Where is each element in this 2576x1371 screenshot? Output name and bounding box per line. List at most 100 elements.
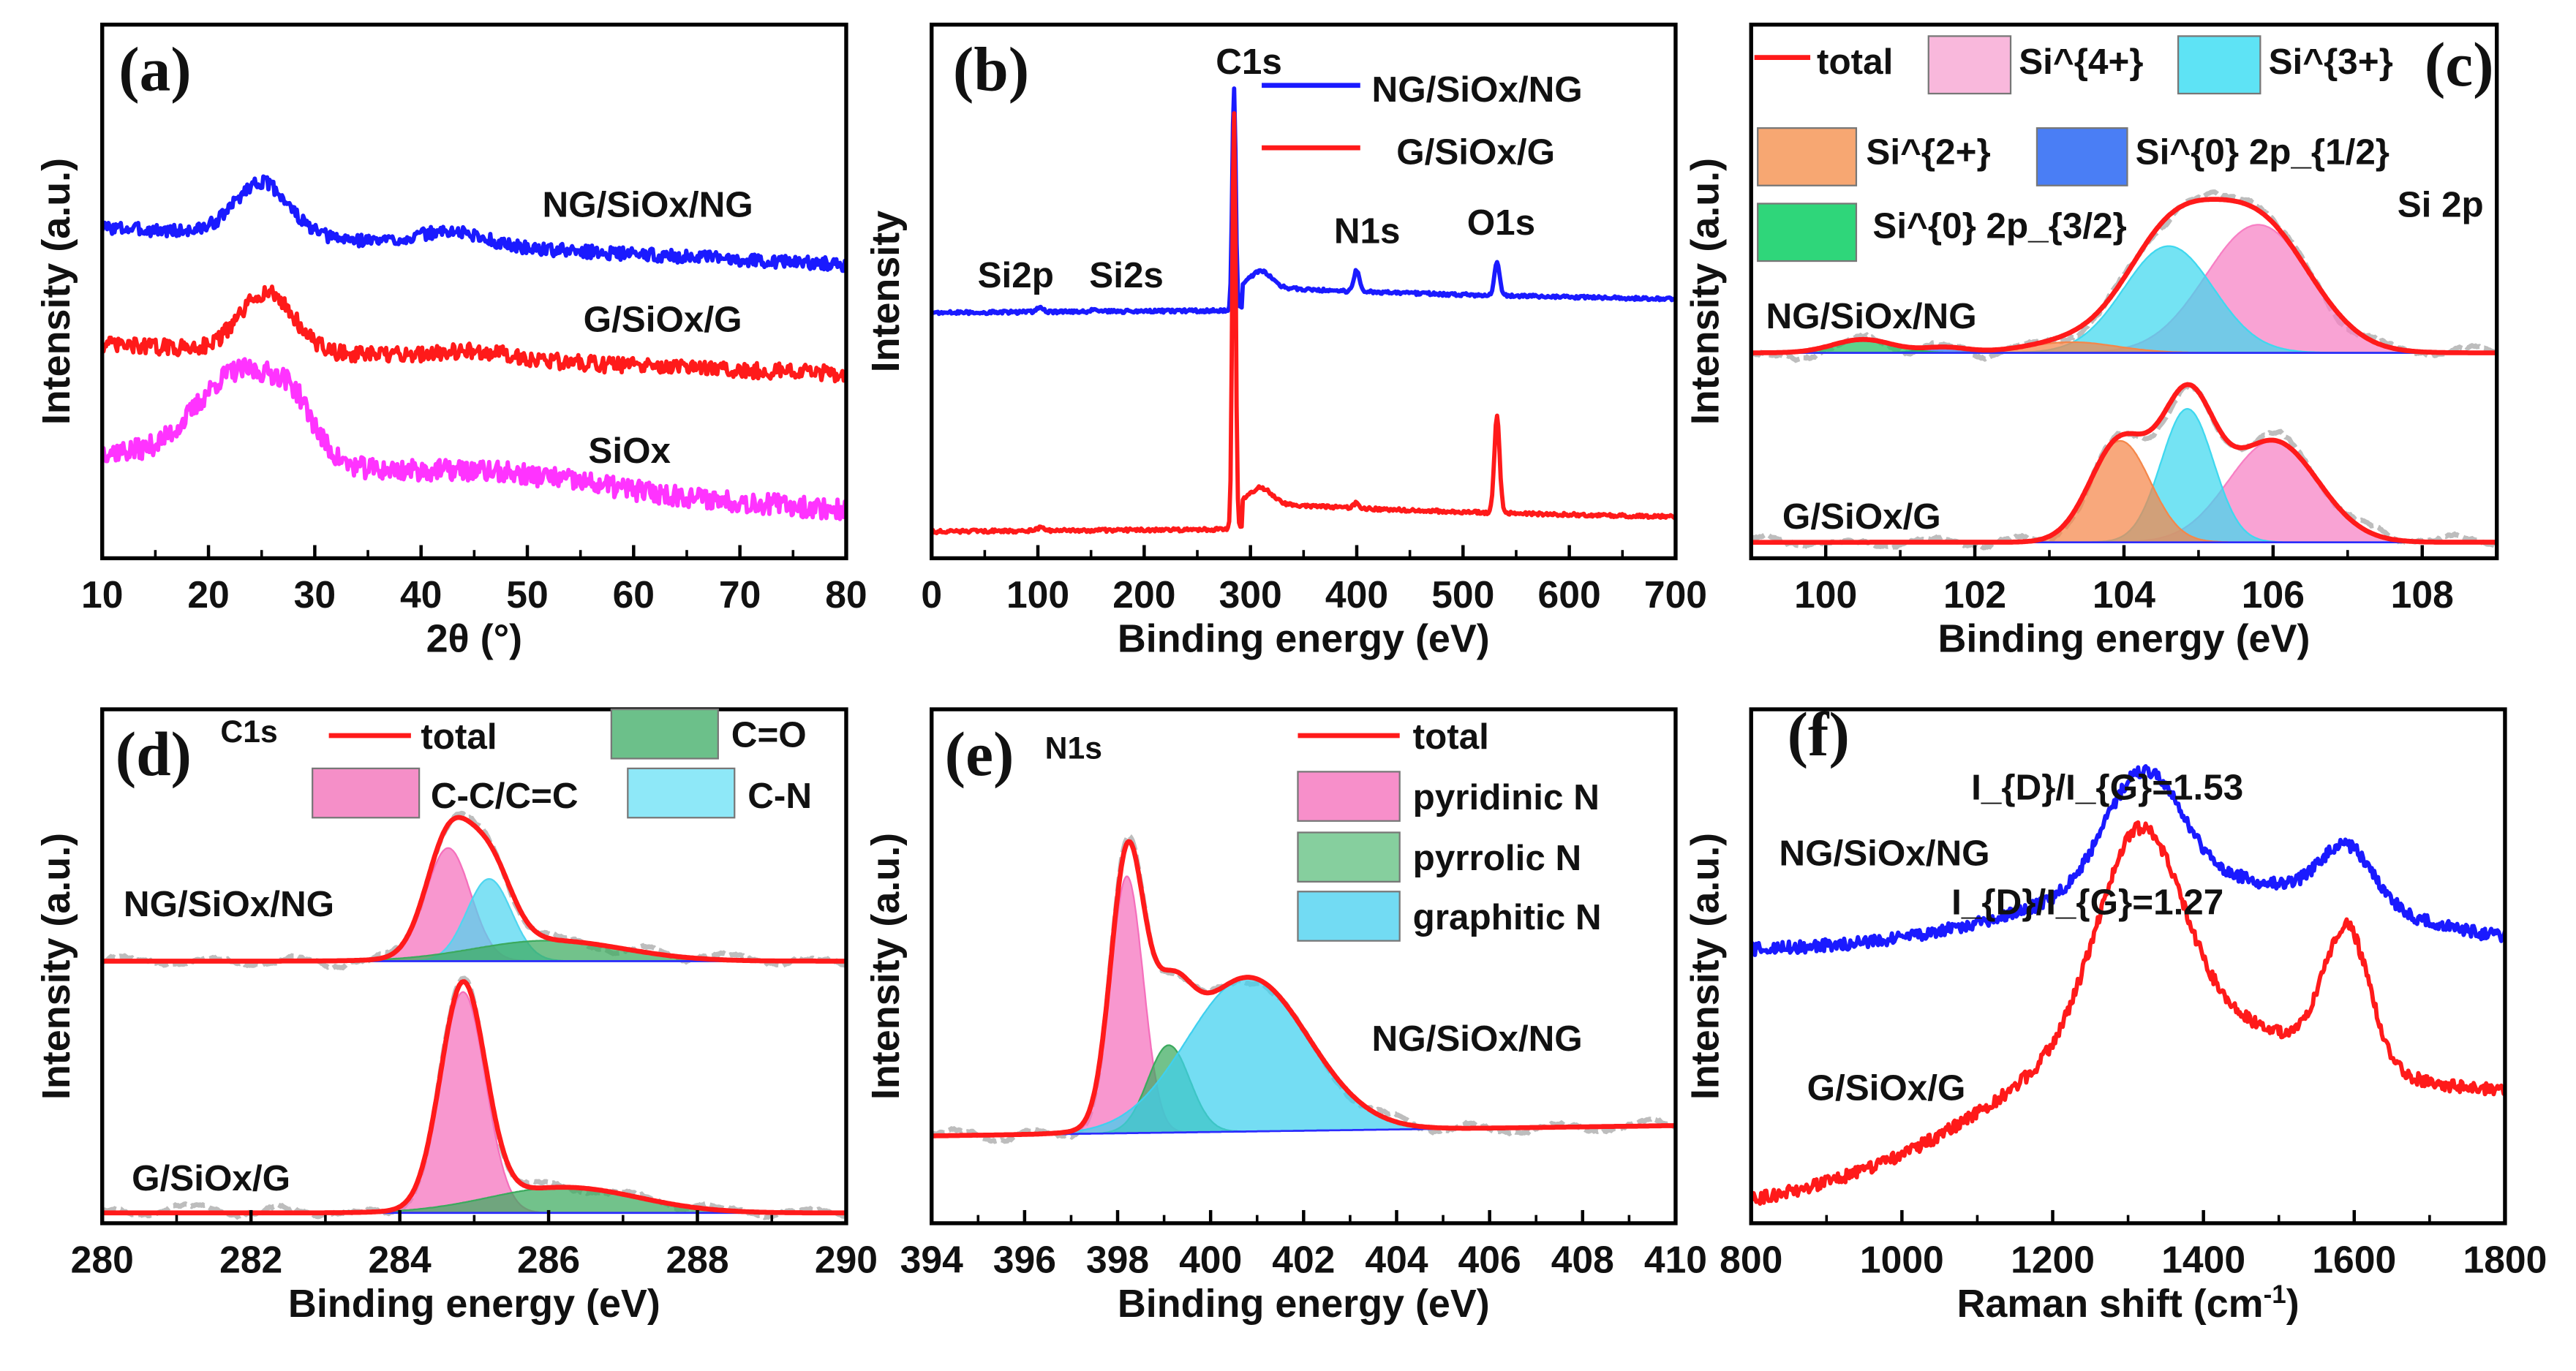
x-tick-label: 104 <box>2093 573 2155 616</box>
legend-item: C-N <box>627 767 812 819</box>
x-tick-label: 284 <box>369 1238 432 1280</box>
x-tick-label: 398 <box>1086 1238 1149 1280</box>
legend-label: G/SiOx/G <box>1396 132 1555 173</box>
series-line-siox <box>102 357 846 521</box>
x-tick-label: 700 <box>1644 573 1707 616</box>
x-tick-label: 394 <box>900 1238 963 1280</box>
x-axis-label: Binding energy (eV) <box>1118 1282 1490 1326</box>
legend-label: pyridinic N <box>1413 777 1600 817</box>
legend-item: Si^{3+} <box>2177 35 2393 95</box>
x-tick-label: 60 <box>613 573 655 616</box>
plot-area <box>931 86 1676 536</box>
total-fit-line <box>1751 197 2497 355</box>
legend-item: Si^{2+} <box>1757 127 1991 186</box>
x-tick-label: 408 <box>1551 1238 1614 1280</box>
y-axis-label: Intensity (a.u.) <box>1683 158 1727 425</box>
legend-item: graphitic N <box>1297 891 1602 942</box>
panel-a: 10 20 30 40 50 60 70 80 2θ (°) Intensity (a.u.) (a… <box>34 22 867 660</box>
legend-label: Si^{2+} <box>1866 132 1990 173</box>
x-tick-label: 40 <box>400 573 442 616</box>
x-tick-label: 102 <box>1943 573 2006 616</box>
x-tick-label: 600 <box>1538 573 1601 616</box>
legend-item: Si^{0} 2p_{1/2} <box>2035 127 2389 186</box>
series-line-g-siox-g <box>931 111 1676 536</box>
legend-label: Si^{4+} <box>2019 42 2143 82</box>
x-tick-label: 300 <box>1219 573 1282 616</box>
y-axis-label: Intensity <box>864 211 908 373</box>
series-line-ng-siox-ng <box>102 174 846 273</box>
legend-item: C=O <box>610 708 807 760</box>
panel-title: Si 2p <box>2398 184 2484 224</box>
legend-box-swatch <box>1757 127 1858 186</box>
annotation-label: NG/SiOx/NG <box>1779 833 1989 873</box>
x-tick-label: 288 <box>666 1238 728 1280</box>
annotation-label: Si2s <box>1089 255 1164 295</box>
plot-area <box>1751 764 2505 1206</box>
panel-letter: (d) <box>116 720 192 789</box>
annotation-label: G/SiOx/G <box>1782 496 1941 537</box>
legend-item: C-C/C=C <box>312 767 579 819</box>
legend-item: total <box>1298 717 1489 757</box>
legend-label: total <box>1817 42 1893 82</box>
x-tick-label: 80 <box>825 573 867 616</box>
x-axis-label: Raman shift (cm-1) <box>1957 1280 2299 1326</box>
panel-letter: (c) <box>2425 31 2494 99</box>
annotation-label: NG/SiOx/NG <box>543 184 753 224</box>
legend-label: C=O <box>731 715 807 755</box>
x-tick-label: 400 <box>1179 1238 1242 1280</box>
legend-box-swatch <box>1927 35 2012 95</box>
legend-label: total <box>1413 717 1489 757</box>
annotation-label: G/SiOx/G <box>1807 1068 1966 1108</box>
plot-area <box>1751 189 2497 551</box>
panel-b: 0 100 200 300 400 500 600 700 Binding energy (eV… <box>864 22 1707 660</box>
annotation-label: O1s <box>1467 203 1535 243</box>
x-tick-label: 70 <box>719 573 761 616</box>
legend-box-swatch <box>1297 831 1401 883</box>
legend-label: graphitic N <box>1413 897 1602 937</box>
total-fit-line <box>102 979 846 1216</box>
annotation-label: NG/SiOx/NG <box>1372 1019 1583 1059</box>
legend-box-swatch <box>627 767 736 819</box>
x-tick-label: 1800 <box>2463 1238 2547 1280</box>
panel-letter: (e) <box>945 720 1014 789</box>
x-tick-label: 106 <box>2242 573 2305 616</box>
x-tick-label: 200 <box>1112 573 1175 616</box>
x-axis-label: Binding energy (eV) <box>1118 616 1490 660</box>
series-line-g-siox-g <box>1751 820 2505 1206</box>
y-axis-label: Intensity (a.u.) <box>864 833 908 1100</box>
series-line-g-siox-g <box>102 284 846 384</box>
legend-item: NG/SiOx/NG <box>1262 69 1583 110</box>
legend-item: G/SiOx/G <box>1262 132 1555 173</box>
x-axis-label: 2θ (°) <box>426 616 522 660</box>
x-tick-label: 1600 <box>2312 1238 2396 1280</box>
annotation-label: Si2p <box>978 255 1054 295</box>
x-tick-label: 800 <box>1720 1238 1782 1280</box>
x-axis-label: Binding energy (eV) <box>288 1282 660 1326</box>
legend-label: Si^{3+} <box>2269 42 2393 82</box>
panel-letter: (b) <box>953 36 1029 105</box>
x-tick-label: 500 <box>1431 573 1494 616</box>
plot-area <box>102 174 846 521</box>
legend-box-swatch <box>2177 35 2261 95</box>
x-tick-label: 410 <box>1644 1238 1707 1280</box>
annotation-label: C1s <box>1216 42 1282 82</box>
annotation-label: NG/SiOx/NG <box>1766 296 1976 336</box>
x-tick-label: 20 <box>187 573 229 616</box>
x-tick-label: 30 <box>294 573 336 616</box>
panel-title: N1s <box>1045 730 1102 766</box>
legend-item: Si^{4+} <box>1927 35 2144 95</box>
x-tick-label: 1000 <box>1860 1238 1944 1280</box>
total-fit-line <box>931 839 1676 1138</box>
legend-item: Si^{0} 2p_{3/2} <box>1757 203 2127 263</box>
raw-data-line <box>1751 382 2497 551</box>
x-tick-label: 100 <box>1006 573 1069 616</box>
x-tick-label: 406 <box>1458 1238 1521 1280</box>
x-tick-label: 396 <box>993 1238 1056 1280</box>
panel-c: 100 102 104 106 108 Binding energy (eV) Intens… <box>1683 22 2499 660</box>
annotation-label: NG/SiOx/NG <box>124 884 334 924</box>
annotation-label: N1s <box>1334 211 1401 251</box>
x-tick-label: 286 <box>517 1238 580 1280</box>
y-axis-label: Intensity (a.u.) <box>34 833 78 1100</box>
legend-item: total <box>1754 42 1893 82</box>
